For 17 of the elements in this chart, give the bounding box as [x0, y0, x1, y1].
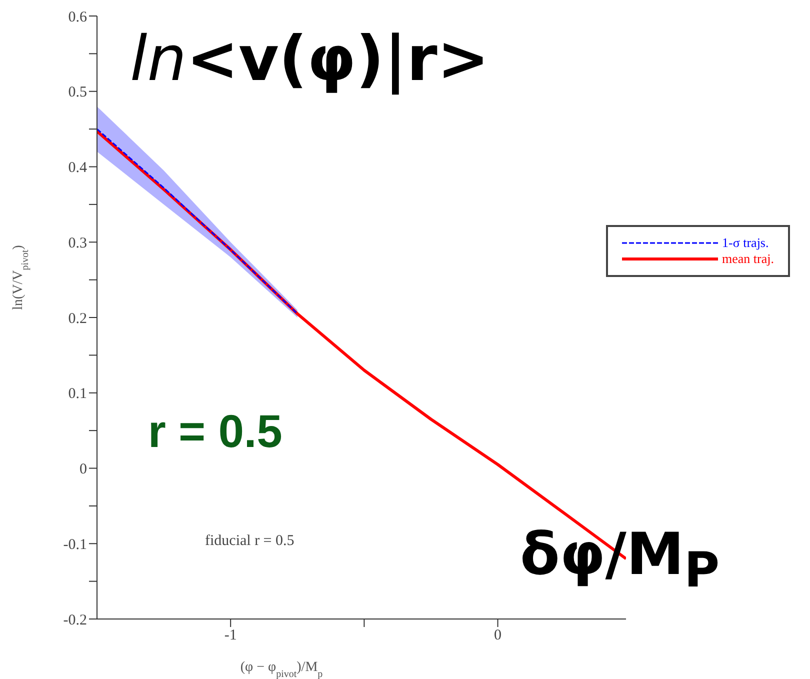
y-tick-label: 0.3 [68, 235, 87, 252]
annotation: r = 0.5 [148, 405, 282, 457]
annotation: ln<v(φ)|r> [130, 22, 490, 95]
y-tick-label: -0.2 [63, 612, 87, 628]
y-tick-label: 0 [80, 462, 87, 478]
y-tick-label: 0.4 [68, 160, 88, 176]
y-tick-label: 0.1 [68, 386, 87, 402]
annotation: fiducial r = 0.5 [205, 533, 294, 549]
text: mean traj. [722, 251, 774, 267]
y-tick-label: -0.1 [63, 536, 87, 553]
text: 1-σ trajs. [722, 235, 769, 251]
y-tick-label: 0.2 [68, 310, 87, 327]
y-tick-label: 0.6 [68, 9, 88, 26]
y-tick-label: 0.5 [68, 84, 87, 101]
x-tick-label: -1 [224, 628, 237, 644]
annotation: δφ/M$_{P}$ [520, 520, 720, 599]
x-axis-title: (φ − φ$_{pivot}$)/M$_{p}$ [240, 660, 323, 679]
